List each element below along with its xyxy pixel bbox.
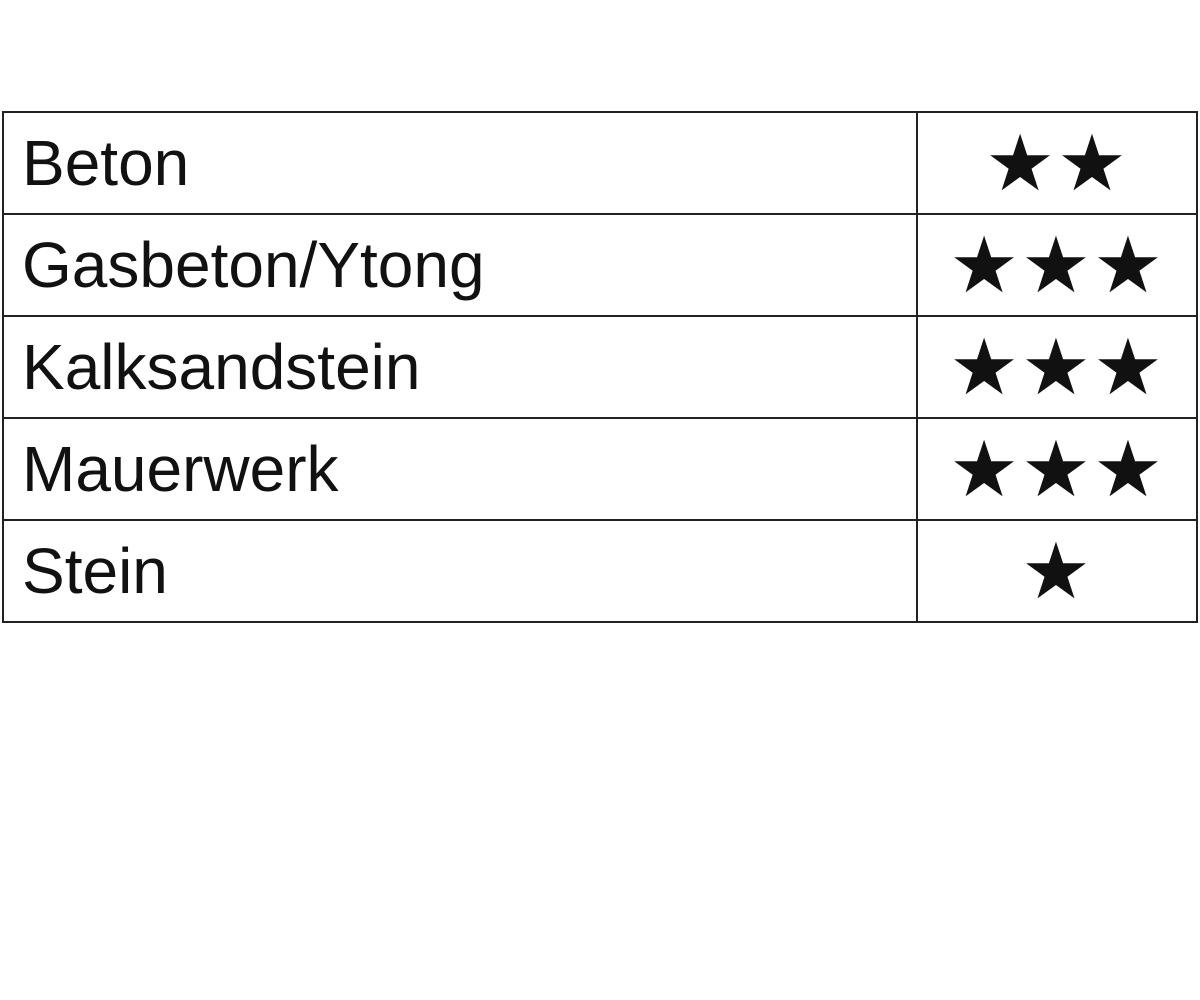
table-row: Kalksandstein ★★★ — [2, 315, 1198, 419]
star-icon: ★ — [949, 323, 1022, 411]
star-rating: ★★★ — [916, 315, 1198, 419]
material-name: Mauerwerk — [2, 417, 918, 521]
material-rating-table: Beton ★★ Gasbeton/Ytong ★★★ Kalksandstein ★★★… — [2, 111, 1198, 623]
star-rating: ★★★ — [916, 213, 1198, 317]
star-icon: ★ — [1021, 425, 1093, 513]
table-row: Stein ★ — [2, 519, 1198, 623]
table-row: Mauerwerk ★★★ — [2, 417, 1198, 521]
table-row: Gasbeton/Ytong ★★★ — [2, 213, 1198, 317]
material-name: Beton — [2, 111, 918, 215]
star-icon: ★ — [1092, 221, 1165, 309]
star-icon: ★ — [949, 425, 1022, 513]
star-icon: ★ — [1021, 323, 1093, 411]
star-icon: ★ — [949, 221, 1022, 309]
star-rating: ★ — [916, 519, 1198, 623]
star-rating: ★★★ — [916, 417, 1198, 521]
star-icon: ★ — [1092, 323, 1165, 411]
star-icon: ★ — [1092, 425, 1165, 513]
star-icon: ★ — [1057, 119, 1129, 207]
star-icon: ★ — [1021, 527, 1093, 615]
material-name: Stein — [2, 519, 918, 623]
star-icon: ★ — [985, 119, 1057, 207]
star-rating: ★★ — [916, 111, 1198, 215]
star-icon: ★ — [1021, 221, 1093, 309]
table-row: Beton ★★ — [2, 111, 1198, 215]
material-name: Kalksandstein — [2, 315, 918, 419]
material-name: Gasbeton/Ytong — [2, 213, 918, 317]
